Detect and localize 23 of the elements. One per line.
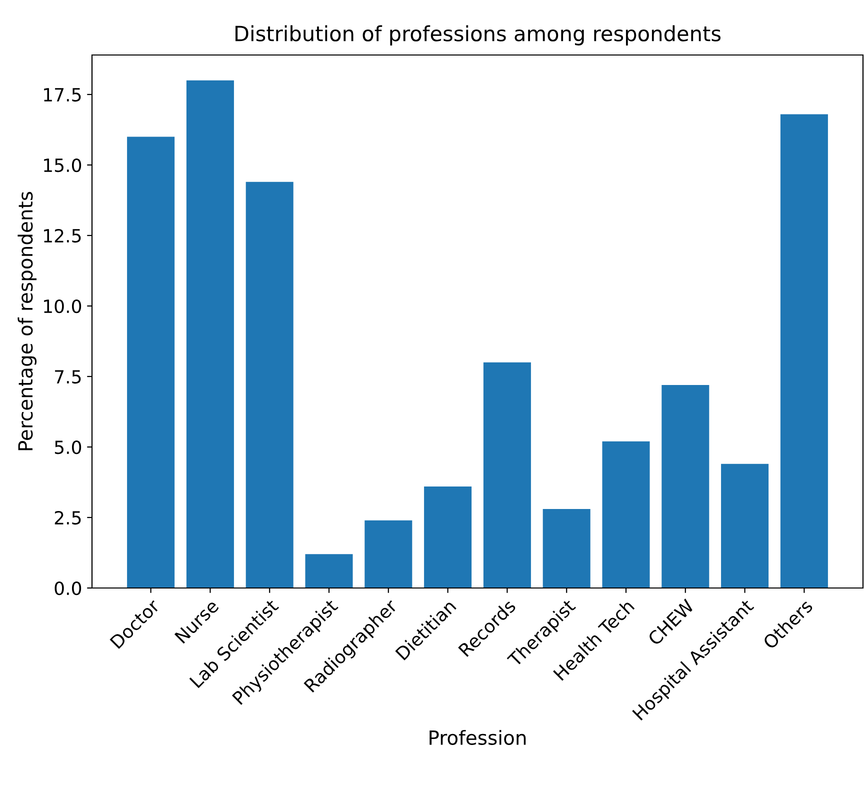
y-axis-title: Percentage of respondents — [18, 192, 37, 450]
bar — [424, 486, 472, 588]
y-tick-label: 10.0 — [44, 299, 82, 314]
bar — [542, 509, 590, 588]
bar — [780, 114, 828, 588]
bar — [364, 520, 412, 588]
bar — [305, 554, 353, 588]
bar — [186, 80, 234, 588]
y-tick-label: 17.5 — [44, 88, 81, 102]
y-tick-label: 5.0 — [54, 440, 82, 454]
bar — [602, 441, 650, 588]
bar — [127, 136, 175, 588]
bar — [246, 182, 294, 588]
bar — [721, 464, 769, 588]
bar — [662, 384, 710, 588]
y-tick-label: 7.5 — [55, 370, 81, 384]
chart-title: Distribution of professions among respondents — [236, 25, 721, 46]
y-tick-label: 15.0 — [44, 158, 82, 172]
bar — [483, 362, 531, 588]
y-tick-label: 12.5 — [44, 228, 81, 243]
x-axis-title: Profession — [430, 730, 526, 745]
y-tick-label: 0.0 — [54, 581, 82, 596]
y-tick-label: 2.5 — [54, 510, 81, 525]
